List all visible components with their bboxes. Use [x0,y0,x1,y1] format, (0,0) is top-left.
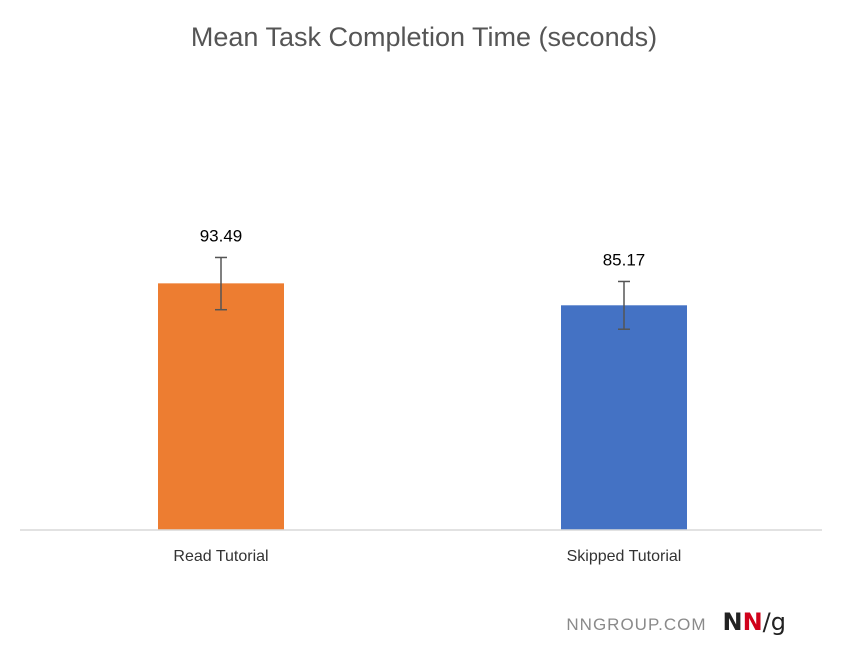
logo-letter-n: N [722,608,743,636]
category-label-read-tutorial: Read Tutorial [173,548,268,565]
bars-layer: 93.49 Read Tutorial 85.17 Skipped Tutorial [158,226,687,565]
footer: NNGROUP.COM NN/g [566,608,786,636]
error-bar-skipped-tutorial [618,280,630,330]
data-label-read-tutorial: 93.49 [200,226,243,245]
category-label-skipped-tutorial: Skipped Tutorial [567,548,682,565]
source-label[interactable]: NNGROUP.COM [566,615,707,634]
logo-letter-n-red: N [742,608,763,636]
bar-skipped-tutorial [561,305,687,530]
chart-title: Mean Task Completion Time (seconds) [190,22,658,52]
bar-read-tutorial [158,283,284,530]
error-bar-read-tutorial [215,256,227,311]
logo-slash-g: /g [762,608,786,636]
nng-logo: NN/g [722,608,786,636]
data-label-skipped-tutorial: 85.17 [603,250,646,269]
